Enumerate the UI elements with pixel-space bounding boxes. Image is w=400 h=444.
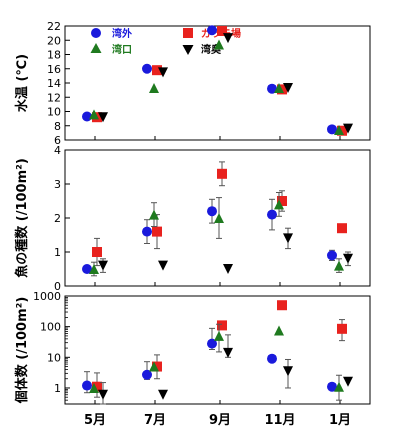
- point-湾口: [149, 361, 159, 372]
- x-label-4: 1月: [329, 413, 351, 428]
- y-tick-label: 2: [54, 212, 61, 225]
- point-ガラモ場: [217, 168, 227, 179]
- point-湾奥: [283, 82, 293, 93]
- point-湾口: [89, 264, 99, 274]
- point-湾外: [267, 353, 277, 364]
- point-湾外: [142, 369, 152, 380]
- point-湾口: [149, 82, 159, 93]
- point-ガラモ場: [337, 125, 347, 136]
- legend-marker-triangle-up: [90, 43, 102, 53]
- legend-label-2: 湾口: [112, 43, 132, 56]
- ylabel-water-temp: 水温 (℃): [14, 54, 30, 112]
- point-湾外: [142, 63, 152, 74]
- y-tick-label: 1: [54, 382, 61, 395]
- point-湾奥: [223, 347, 233, 358]
- legend-marker-circle: [91, 28, 101, 38]
- point-ガラモ場: [337, 223, 347, 234]
- y-tick-label: 3: [54, 178, 61, 191]
- point-ガラモ場: [217, 25, 227, 36]
- x-label-1: 7月: [144, 413, 166, 428]
- point-湾口: [334, 125, 344, 136]
- point-湾奥: [343, 123, 353, 134]
- point-湾外: [207, 338, 217, 349]
- point-湾外: [82, 264, 92, 274]
- y-tick-label: 1000: [33, 290, 61, 303]
- point-湾口: [214, 330, 224, 341]
- y-tick-label: 8: [54, 120, 61, 133]
- point-湾奥: [223, 33, 233, 44]
- legend-label-0: 湾外: [112, 27, 132, 40]
- point-湾外: [207, 25, 217, 36]
- point-湾奥: [98, 260, 108, 271]
- y-tick-label: 22: [47, 20, 61, 33]
- point-湾奥: [343, 376, 353, 387]
- x-label-0: 5月: [84, 413, 106, 428]
- point-湾口: [89, 109, 99, 120]
- point-湾奥: [158, 67, 168, 78]
- point-湾外: [267, 209, 277, 220]
- point-ガラモ場: [152, 65, 162, 76]
- point-湾外: [327, 250, 337, 261]
- point-ガラモ場: [92, 381, 102, 392]
- point-ガラモ場: [92, 247, 102, 257]
- y-tick-label: 0: [54, 280, 61, 293]
- point-湾口: [89, 382, 99, 393]
- ylabel-species: 魚の種数 (/100m²): [14, 158, 30, 278]
- point-ガラモ場: [152, 226, 162, 237]
- point-湾奥: [223, 264, 233, 274]
- y-tick-label: 4: [54, 144, 61, 157]
- y-tick-label: 12: [47, 91, 61, 104]
- point-湾口: [214, 39, 224, 50]
- point-ガラモ場: [217, 320, 227, 331]
- point-湾口: [214, 213, 224, 223]
- y-tick-label: 1: [54, 246, 61, 259]
- point-湾奥: [343, 253, 353, 264]
- y-tick-label: 10: [47, 351, 61, 364]
- y-tick-label: 10: [47, 106, 61, 119]
- point-ガラモ場: [337, 323, 347, 334]
- ylabel-abundance: 個体数 (/100m²): [14, 297, 30, 405]
- point-湾奥: [283, 366, 293, 377]
- point-湾外: [207, 206, 217, 217]
- y-tick-label: 100: [40, 321, 61, 334]
- point-湾外: [82, 380, 92, 391]
- point-湾口: [274, 82, 284, 93]
- point-ガラモ場: [152, 361, 162, 372]
- legend-marker-triangle-down: [182, 45, 194, 55]
- point-湾奥: [158, 389, 168, 400]
- point-湾外: [327, 124, 337, 135]
- y-tick-label: 20: [47, 34, 61, 47]
- point-湾外: [327, 381, 337, 392]
- point-湾奥: [158, 260, 168, 271]
- point-湾口: [274, 325, 284, 336]
- panel-frame-abundance: [64, 295, 371, 405]
- point-湾口: [334, 260, 344, 271]
- point-湾口: [149, 209, 159, 220]
- point-湾口: [334, 381, 344, 392]
- y-tick-label: 16: [47, 63, 61, 76]
- point-湾外: [142, 226, 152, 237]
- x-label-3: 11月: [264, 413, 295, 428]
- point-ガラモ場: [277, 300, 287, 311]
- point-湾奥: [283, 233, 293, 244]
- y-tick-label: 18: [47, 49, 61, 62]
- x-label-2: 9月: [209, 413, 231, 428]
- y-tick-label: 6: [54, 134, 61, 147]
- point-湾奥: [98, 112, 108, 123]
- y-tick-label: 14: [47, 77, 61, 90]
- point-湾外: [267, 83, 277, 94]
- point-湾口: [274, 199, 284, 210]
- point-湾奥: [98, 389, 108, 400]
- point-ガラモ場: [277, 196, 287, 206]
- legend-marker-square: [183, 28, 193, 38]
